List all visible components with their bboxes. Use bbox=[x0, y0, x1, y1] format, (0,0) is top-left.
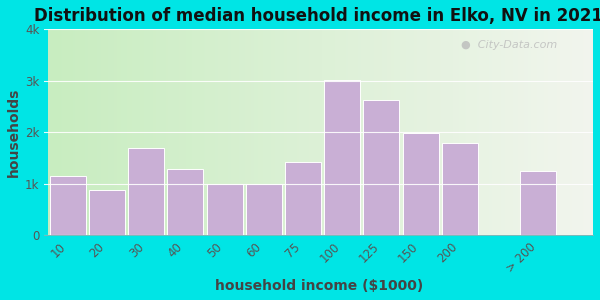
Bar bbox=[364, 100, 400, 236]
Bar bbox=[167, 169, 203, 236]
Bar bbox=[403, 134, 439, 236]
Bar bbox=[206, 184, 242, 236]
Bar bbox=[246, 184, 282, 236]
Text: ●  City-Data.com: ● City-Data.com bbox=[461, 40, 557, 50]
Bar bbox=[128, 148, 164, 236]
Bar bbox=[442, 143, 478, 236]
Bar bbox=[324, 80, 360, 236]
Bar bbox=[50, 176, 86, 236]
Bar bbox=[520, 170, 556, 236]
Bar bbox=[285, 162, 321, 236]
X-axis label: household income ($1000): household income ($1000) bbox=[215, 279, 423, 293]
Y-axis label: households: households bbox=[7, 88, 21, 177]
Title: Distribution of median household income in Elko, NV in 2021: Distribution of median household income … bbox=[34, 7, 600, 25]
Bar bbox=[89, 190, 125, 236]
